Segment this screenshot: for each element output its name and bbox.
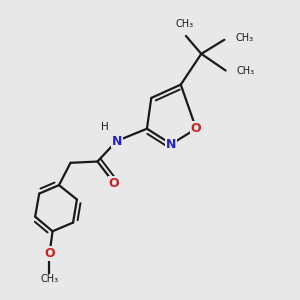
Text: CH₃: CH₃ [235,34,253,44]
Text: CH₃: CH₃ [236,65,254,76]
Text: H: H [101,122,109,132]
Text: O: O [44,247,55,260]
Text: CH₃: CH₃ [176,19,194,28]
Text: O: O [191,122,202,135]
Text: O: O [109,177,119,190]
Text: N: N [112,134,122,148]
Text: CH₃: CH₃ [40,274,58,284]
Text: N: N [166,138,176,151]
